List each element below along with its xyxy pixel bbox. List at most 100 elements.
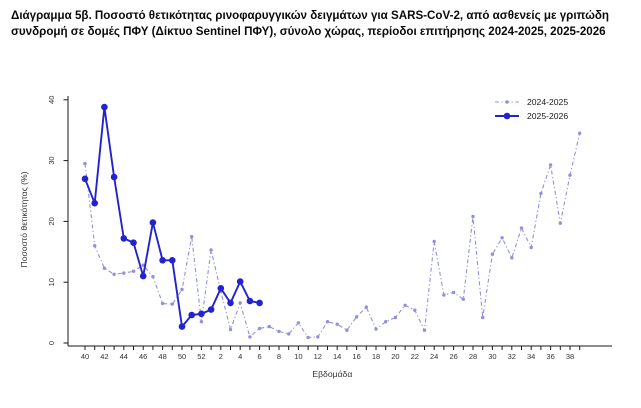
data-point-2024-2025	[432, 239, 436, 244]
data-point-2024-2025	[490, 252, 495, 256]
data-point-2024-2025	[190, 234, 194, 239]
x-axis-title: Εβδομάδα	[312, 369, 352, 379]
x-tick-label: 26	[449, 352, 457, 361]
data-point-2024-2025	[510, 256, 514, 260]
data-point-2024-2025	[277, 329, 281, 334]
data-point-2024-2025	[131, 269, 136, 273]
data-point-2024-2025	[83, 161, 87, 166]
y-tick-label: 10	[47, 278, 56, 286]
x-tick-label: 40	[81, 352, 89, 361]
data-point-2024-2025	[316, 335, 320, 339]
data-point-2024-2025	[209, 248, 213, 252]
x-tick-label: 6	[258, 352, 262, 361]
data-point-2024-2025	[413, 308, 417, 312]
data-point-2024-2025	[393, 315, 398, 320]
data-point-2024-2025	[160, 301, 165, 306]
data-point-2025-2026	[207, 306, 215, 313]
series-line-2024-2025	[84, 133, 581, 339]
data-point-2024-2025	[238, 301, 242, 305]
data-point-2025-2026	[101, 103, 108, 111]
data-point-2024-2025	[451, 290, 456, 295]
data-point-2024-2025	[364, 305, 368, 309]
x-tick-label: 20	[391, 352, 399, 361]
x-tick-label: 28	[469, 352, 477, 361]
legend-label-2025-2026: 2025-2026	[527, 111, 569, 121]
series-line-2025-2026	[84, 106, 260, 329]
legend-marker-dashed-line-icon	[495, 100, 519, 104]
data-point-2025-2026	[236, 278, 244, 285]
data-point-2024-2025	[151, 275, 155, 279]
data-point-2024-2025	[248, 335, 252, 339]
data-point-2024-2025	[500, 236, 504, 240]
x-tick-label: 44	[120, 352, 128, 361]
x-tick-label: 22	[411, 352, 419, 361]
legend-item-2024-2025: 2024-2025	[494, 96, 568, 108]
data-point-2024-2025	[354, 315, 359, 319]
data-point-2024-2025	[558, 221, 562, 225]
data-point-2025-2026	[217, 285, 225, 292]
data-point-2025-2026	[198, 310, 205, 318]
data-point-2024-2025	[548, 163, 553, 167]
data-point-2024-2025	[170, 302, 174, 306]
x-tick-label: 14	[333, 352, 341, 361]
data-point-2025-2026	[139, 272, 147, 280]
data-point-2024-2025	[374, 327, 378, 331]
data-point-2024-2025	[306, 335, 310, 340]
x-tick-label: 34	[527, 352, 535, 361]
x-tick-label: 16	[352, 352, 360, 361]
data-point-2025-2026	[81, 175, 89, 183]
y-tick-label: 30	[47, 156, 56, 164]
data-point-2024-2025	[461, 297, 465, 301]
data-point-2025-2026	[149, 219, 157, 226]
data-point-2024-2025	[228, 327, 233, 332]
data-point-2024-2025	[519, 226, 524, 230]
legend-item-2025-2026: 2025-2026	[494, 110, 568, 122]
data-point-2024-2025	[287, 332, 291, 336]
data-point-2024-2025	[267, 324, 271, 329]
data-point-2024-2025	[257, 326, 262, 331]
x-tick-label: 24	[430, 352, 438, 361]
x-tick-label: 2	[219, 352, 223, 361]
data-point-2024-2025	[529, 245, 533, 250]
data-point-2025-2026	[169, 257, 176, 264]
data-point-2025-2026	[159, 257, 166, 264]
data-point-2024-2025	[296, 321, 301, 325]
x-tick-label: 18	[372, 352, 380, 361]
data-point-2024-2025	[422, 328, 427, 332]
x-tick-label: 12	[314, 352, 322, 361]
chart-title: Διάγραμμα 5β. Ποσοστό θετικότητας ρινοφα…	[11, 9, 610, 39]
data-point-2025-2026	[256, 299, 263, 307]
data-point-2024-2025	[122, 271, 126, 275]
data-point-2025-2026	[188, 311, 195, 319]
data-point-2024-2025	[335, 322, 339, 326]
x-tick-label: 38	[566, 352, 574, 361]
legend-marker-solid-line-icon	[495, 112, 519, 120]
y-tick-label: 0	[47, 341, 56, 345]
data-point-2024-2025	[384, 320, 388, 324]
data-point-2024-2025	[93, 244, 97, 248]
data-point-2024-2025	[180, 287, 184, 292]
data-point-2025-2026	[110, 173, 118, 181]
data-point-2024-2025	[568, 173, 572, 177]
x-tick-label: 10	[294, 352, 302, 361]
x-tick-label: 36	[546, 352, 554, 361]
data-point-2024-2025	[141, 263, 145, 267]
data-point-2024-2025	[442, 293, 446, 297]
data-point-2024-2025	[112, 272, 116, 276]
data-point-2024-2025	[102, 266, 107, 270]
data-point-2025-2026	[120, 235, 128, 242]
data-point-2025-2026	[130, 239, 137, 246]
data-point-2024-2025	[199, 320, 204, 324]
data-point-2024-2025	[403, 303, 407, 307]
x-tick-label: 42	[100, 352, 108, 361]
y-tick-label: 40	[47, 96, 56, 104]
x-tick-label: 50	[178, 352, 186, 361]
chart-legend: 2024-2025 2025-2026	[494, 96, 568, 122]
x-tick-label: 8	[277, 352, 281, 361]
data-point-2025-2026	[246, 297, 254, 305]
x-tick-label: 30	[488, 352, 496, 361]
x-tick-label: 46	[139, 352, 147, 361]
x-tick-label: 48	[158, 352, 166, 361]
